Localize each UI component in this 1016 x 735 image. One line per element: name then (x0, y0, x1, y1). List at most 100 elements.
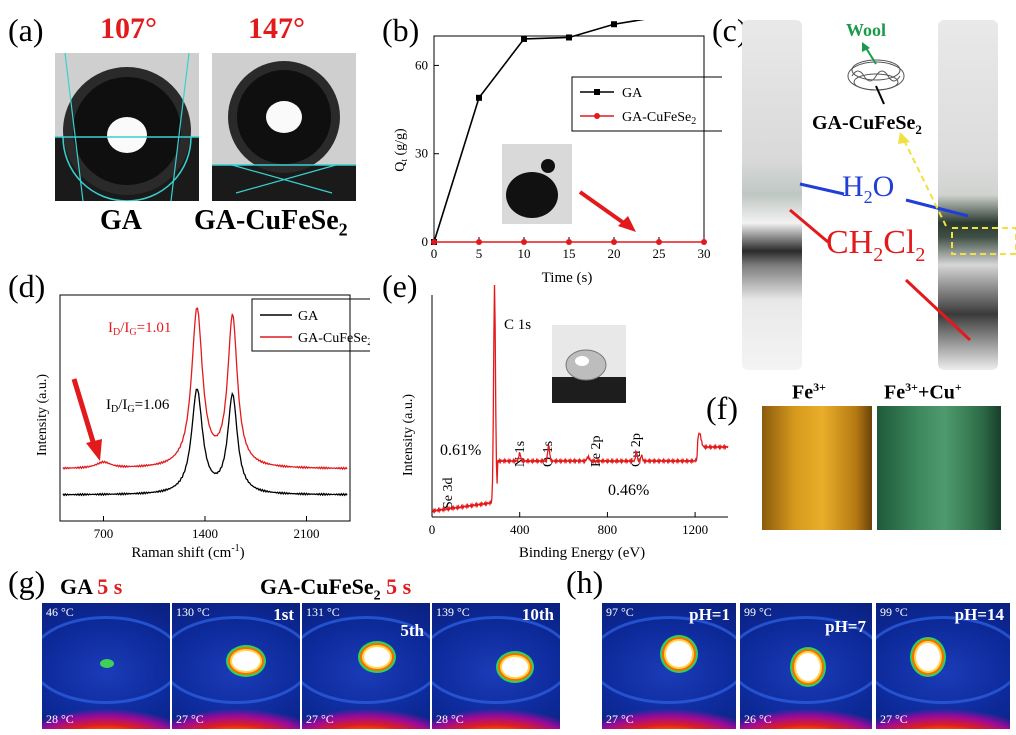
data-point-cufese (476, 239, 482, 245)
temp-min: 26 °C (744, 712, 772, 726)
d-legend-text-cufese: GA-CuFeSe2 (298, 331, 370, 348)
g-heading-cufese: GA-CuFeSe2 5 s (260, 574, 411, 604)
chart-d-xlabel: Raman shift (cm-1) (131, 543, 244, 561)
thermal-frame-g-1: 46 °C 28 °C (42, 603, 170, 729)
data-point-ga (521, 35, 527, 42)
g-head-ga-text: GA (60, 574, 92, 599)
peak-label-se3d: Se 3d (441, 478, 456, 510)
sample-label-cufese-text: GA-CuFeSe (194, 205, 339, 236)
solvent-cl: Cl (883, 224, 916, 261)
chart-d-plot: 700 1400 2100 (59, 294, 351, 541)
x-tick-label: 10 (518, 246, 531, 261)
temp-max: 131 °C (306, 605, 340, 619)
droplet-cufese-drawing (212, 53, 356, 201)
panel-label-b: (b) (382, 12, 420, 48)
water-label: H2O (842, 170, 894, 208)
cycle-tag: 10th (521, 605, 554, 624)
cycle-tag: 5th (400, 621, 424, 640)
peak-label-c1s: C 1s (504, 317, 531, 333)
legend-text-cufese: GA-CuFeSe2 (622, 110, 696, 127)
hot-spot (502, 657, 528, 677)
thermal-frame-h-1: 97 °C 27 °C pH=1 (602, 603, 736, 729)
panel-c-annotations (789, 132, 1016, 342)
tube-photo-right (938, 20, 998, 370)
data-point-cufese (656, 239, 662, 245)
thermal-frame-g-2: 130 °C 27 °C 1st (172, 603, 300, 729)
wool-illustration (847, 42, 905, 105)
water-sub: 2 (863, 187, 873, 207)
x-tick-label: 700 (94, 526, 114, 541)
legend-marker-ga (594, 89, 600, 95)
thermal-frame-h-3: 99 °C 27 °C pH=14 (876, 603, 1010, 729)
chart-b: Qt (g/g) Time (s) GA GA-CuFeSe2 0 5 10 15 20… (393, 20, 722, 286)
chart-b-arrow (578, 190, 636, 232)
sample-label-ga: GA (100, 205, 142, 236)
thermal-frame-h-2: 99 °C 26 °C pH=7 (740, 603, 872, 729)
chart-e-ylabel: Intensity (a.u.) (402, 394, 416, 476)
temp-min: 27 °C (176, 712, 204, 726)
sample-label-cufese-sub: 2 (338, 219, 348, 240)
panel-label-c: (c) (712, 12, 748, 48)
g-head-cufese-sub: 2 (373, 588, 381, 604)
chart-b-ylabel: Qt (g/g) (393, 128, 409, 172)
xps-spectrum (431, 285, 729, 515)
chart-b-xlabel: Time (s) (542, 270, 593, 286)
pct-cu: 0.46% (608, 482, 649, 499)
hot-spot (916, 643, 940, 671)
water-o: O (872, 170, 895, 203)
data-point-ga (566, 34, 572, 41)
temp-max: 97 °C (606, 605, 634, 619)
thermal-frame-g-4: 139 °C 28 °C 10th (432, 603, 560, 729)
x-tick-label: 2100 (294, 526, 320, 541)
hot-spot (666, 641, 692, 667)
temp-max: 139 °C (436, 605, 470, 619)
c-sample-sub: 2 (915, 122, 922, 137)
temp-max: 46 °C (46, 605, 74, 619)
droplet-ga-drawing (55, 53, 199, 201)
vial-label-fe: Fe3+ (792, 380, 826, 404)
panel-label-a: (a) (8, 12, 44, 48)
cycle-tag: 1st (273, 605, 294, 624)
x-tick-label: 15 (563, 246, 576, 261)
data-point-cufese (701, 239, 707, 245)
panel-label-h: (h) (566, 564, 604, 600)
data-point-cufese (566, 239, 572, 245)
panel-label-f: (f) (706, 390, 738, 426)
hot-spot (232, 651, 260, 671)
contact-angle-ga: 107° (100, 12, 157, 45)
ratio-label-red: ID/IG=1.01 (108, 320, 171, 338)
panel-label-e: (e) (382, 268, 418, 304)
legend-marker-cufese (594, 113, 600, 119)
ylabel-q: Q (393, 162, 408, 172)
ph-tag: pH=7 (825, 617, 866, 636)
chart-d-arrow (71, 378, 102, 461)
g-head-cufese-time: 5 s (386, 574, 412, 599)
y-tick-label: 30 (415, 146, 428, 161)
solvent-sub1: 2 (873, 243, 884, 266)
temp-min: 28 °C (436, 712, 464, 726)
ylabel-sub: t (399, 159, 409, 162)
wool-label: Wool (846, 20, 887, 40)
chart-d-legend: GA GA-CuFeSe2 (251, 298, 370, 352)
x-tick-label: 0 (431, 246, 438, 261)
solvent-sub2: 2 (915, 243, 926, 266)
temp-max: 130 °C (176, 605, 210, 619)
x-tick-label: 25 (653, 246, 666, 261)
hot-spot (364, 647, 390, 667)
temp-min: 27 °C (606, 712, 634, 726)
ph-tag: pH=14 (954, 605, 1004, 624)
data-point-cufese (431, 239, 437, 245)
temp-max: 99 °C (880, 605, 908, 619)
data-point-cufese (521, 239, 527, 245)
droplet-photo-ga (55, 53, 199, 201)
sample-label-cufese: GA-CuFeSe2 (194, 205, 348, 241)
water-h: H (842, 170, 864, 203)
vial-photo-fe (762, 406, 872, 530)
ratio-label-black: ID/IG=1.06 (106, 397, 170, 415)
ylabel-unit: (g/g) (393, 128, 408, 159)
panel-label-d: (d) (8, 268, 46, 304)
chart-d-ylabel: Intensity (a.u.) (35, 374, 50, 456)
chart-e: Intensity (a.u.) Binding Energy (eV) C 1… (402, 285, 729, 561)
chart-e-xlabel: Binding Energy (eV) (519, 545, 645, 561)
x-tick-label: 0 (429, 522, 436, 537)
